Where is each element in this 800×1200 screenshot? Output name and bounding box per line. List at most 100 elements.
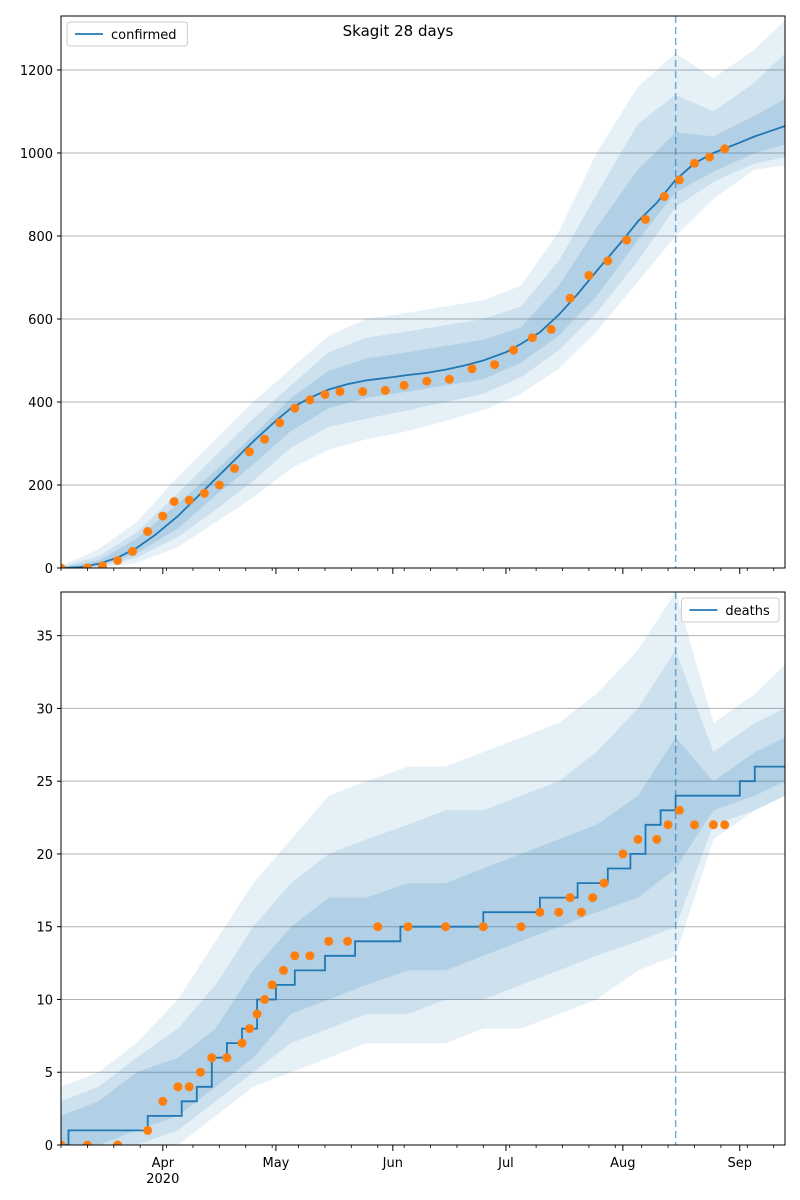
observed-point	[61, 1140, 66, 1145]
observed-point	[61, 563, 66, 568]
observed-point	[603, 256, 613, 266]
observed-point	[720, 144, 730, 154]
observed-point	[622, 235, 632, 245]
observed-point	[290, 403, 300, 413]
observed-point	[403, 922, 413, 932]
observed-point	[467, 364, 477, 374]
observed-point	[516, 922, 526, 932]
observed-point	[158, 1096, 168, 1106]
observed-point	[422, 376, 432, 386]
y-tick-label: 1200	[20, 64, 53, 79]
observed-point	[267, 980, 277, 990]
observed-point	[565, 293, 575, 303]
y-tick-label: 35	[36, 630, 53, 645]
observed-point	[674, 175, 684, 185]
x-year-label: 2020	[146, 1172, 179, 1187]
observed-point	[588, 893, 598, 903]
x-tick-label: Jun	[382, 1156, 403, 1171]
observed-point	[260, 995, 270, 1004]
observed-point	[320, 390, 330, 399]
observed-point	[618, 849, 628, 859]
legend-box	[66, 21, 188, 47]
observed-point	[641, 214, 650, 224]
legend-label: confirmed	[111, 28, 177, 43]
confidence-band-middle	[61, 53, 785, 568]
observed-point	[720, 820, 730, 830]
confidence-band-outer	[61, 20, 785, 568]
observed-point	[184, 1082, 194, 1092]
observed-point	[82, 563, 92, 568]
observed-point	[196, 1067, 205, 1077]
observed-point	[335, 387, 345, 397]
observed-point	[279, 965, 288, 975]
observed-point	[633, 834, 643, 844]
observed-point	[663, 820, 673, 830]
observed-point	[708, 820, 718, 830]
y-tick-label: 0	[45, 1139, 53, 1154]
y-tick-label: 400	[28, 396, 53, 411]
chart-title: Skagit 28 days	[343, 22, 454, 40]
observed-point	[659, 192, 669, 201]
observed-point	[245, 1024, 254, 1034]
observed-point	[173, 1082, 183, 1092]
observed-point	[237, 1038, 247, 1048]
observed-point	[98, 561, 107, 568]
series-line-confirmed	[61, 125, 785, 568]
observed-point	[324, 936, 334, 946]
observed-point	[490, 360, 500, 370]
legend-box	[680, 597, 780, 623]
observed-point	[380, 385, 390, 395]
y-tick-label: 30	[36, 702, 53, 717]
series-line-deaths	[61, 765, 785, 1145]
observed-point	[546, 324, 556, 334]
y-tick-label: 600	[28, 313, 53, 328]
observed-point	[230, 463, 239, 473]
observed-point	[690, 820, 699, 830]
axes-frame	[60, 591, 786, 1146]
y-tick-label: 5	[45, 1066, 53, 1081]
observed-point	[143, 527, 153, 536]
y-tick-label: 10	[36, 993, 53, 1008]
observed-point	[290, 951, 300, 961]
legend: confirmed	[66, 21, 188, 47]
observed-point	[184, 495, 194, 505]
x-tick-label: Sep	[727, 1156, 752, 1171]
confidence-band-middle	[61, 650, 785, 1145]
observed-point	[128, 546, 138, 556]
observed-point	[358, 387, 368, 397]
observed-point	[509, 345, 518, 355]
confirmed-panel: 0 200 400 600 800 1000 1200 confirmed	[20, 15, 786, 577]
observed-point	[158, 511, 168, 521]
observed-point	[535, 907, 545, 917]
plot-area	[61, 20, 785, 568]
observed-point	[554, 907, 564, 917]
observed-point	[599, 878, 609, 888]
observed-point	[113, 1140, 123, 1145]
confidence-band-inner	[61, 99, 785, 568]
legend: deaths	[680, 597, 780, 623]
observed-point	[705, 152, 715, 162]
y-tick-label: 15	[36, 921, 53, 936]
observed-point	[478, 922, 488, 932]
observed-point	[305, 395, 315, 405]
observed-point	[690, 158, 699, 168]
confidence-band-outer	[61, 592, 785, 1145]
axes-frame	[60, 15, 786, 569]
y-tick-label: 200	[28, 479, 53, 494]
observed-point	[143, 1125, 153, 1135]
legend-label: deaths	[725, 604, 770, 619]
x-tick-label: Jul	[497, 1156, 514, 1171]
observed-point	[305, 951, 315, 961]
observed-point	[674, 805, 684, 815]
x-tick-label: Aug	[610, 1156, 635, 1171]
plot-area	[61, 592, 785, 1145]
y-tick-label: 1000	[20, 147, 53, 162]
observed-point	[441, 922, 451, 932]
y-tick-label: 25	[36, 775, 53, 790]
observed-point	[565, 893, 575, 903]
y-tick-label: 0	[45, 562, 53, 577]
observed-point	[275, 418, 285, 428]
observed-point	[444, 374, 454, 384]
